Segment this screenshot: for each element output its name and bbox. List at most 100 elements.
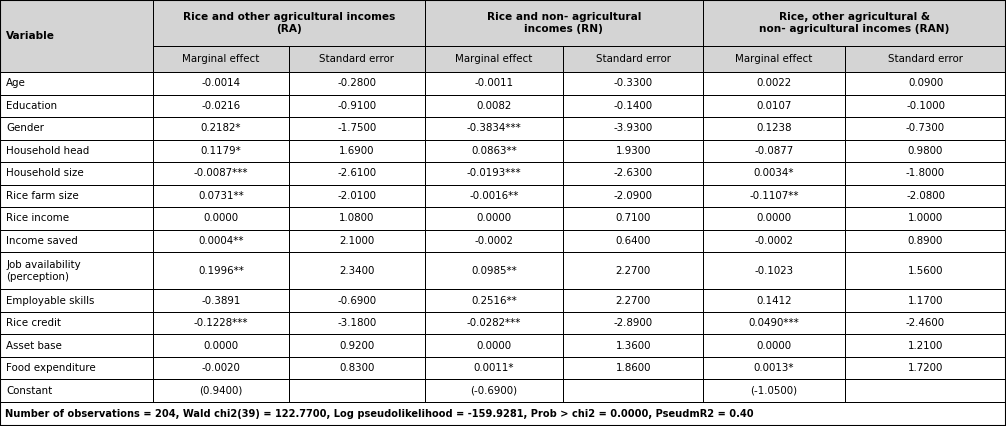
Text: -0.1400: -0.1400 [614, 101, 653, 111]
Bar [289, 185, 425, 207]
Bar [425, 289, 563, 312]
Text: Marginal effect: Marginal effect [735, 54, 813, 64]
Text: Constant: Constant [6, 386, 52, 396]
Bar [153, 0, 425, 46]
Text: Education: Education [6, 101, 57, 111]
Text: -2.6300: -2.6300 [614, 168, 653, 178]
Text: (-1.0500): (-1.0500) [750, 386, 798, 396]
Bar [425, 95, 563, 117]
Bar [153, 117, 289, 140]
Text: 2.2700: 2.2700 [616, 296, 651, 306]
Bar [563, 334, 703, 357]
Bar [845, 380, 1006, 402]
Text: Household size: Household size [6, 168, 83, 178]
Bar [703, 312, 845, 334]
Bar [0, 312, 1006, 334]
Text: -0.0011: -0.0011 [475, 78, 513, 89]
Bar [845, 117, 1006, 140]
Bar [845, 140, 1006, 162]
Text: 2.3400: 2.3400 [339, 266, 374, 276]
Bar [703, 207, 845, 230]
Text: -0.2800: -0.2800 [337, 78, 376, 89]
Text: 0.8900: 0.8900 [907, 236, 944, 246]
Bar [153, 185, 289, 207]
Bar [0, 0, 153, 72]
Text: -0.1000: -0.1000 [906, 101, 945, 111]
Bar [703, 0, 1006, 46]
Bar [425, 117, 563, 140]
Bar [0, 252, 1006, 289]
Text: Standard error: Standard error [319, 54, 394, 64]
Bar [0, 207, 1006, 230]
Text: 0.9200: 0.9200 [339, 341, 374, 351]
Bar [0, 357, 153, 380]
Text: Rice and non- agricultural
incomes (RN): Rice and non- agricultural incomes (RN) [487, 12, 641, 34]
Text: 1.9300: 1.9300 [616, 146, 651, 156]
Bar [289, 46, 425, 72]
Text: 0.1996**: 0.1996** [198, 266, 243, 276]
Bar [703, 185, 845, 207]
Text: 0.0011*: 0.0011* [474, 363, 514, 373]
Bar [153, 46, 289, 72]
Bar [0, 185, 1006, 207]
Text: Rice, other agricultural &
non- agricultural incomes (RAN): Rice, other agricultural & non- agricult… [760, 12, 950, 34]
Bar [703, 72, 845, 95]
Bar [425, 0, 703, 46]
Text: Food expenditure: Food expenditure [6, 363, 96, 373]
Text: 1.6900: 1.6900 [339, 146, 374, 156]
Text: 0.0034*: 0.0034* [753, 168, 795, 178]
Text: Marginal effect: Marginal effect [182, 54, 260, 64]
Text: 0.1412: 0.1412 [757, 296, 792, 306]
Bar [0, 185, 153, 207]
Text: 0.0000: 0.0000 [477, 341, 511, 351]
Text: 0.0000: 0.0000 [757, 341, 792, 351]
Bar [0, 140, 1006, 162]
Text: -0.1023: -0.1023 [754, 266, 794, 276]
Text: 1.1700: 1.1700 [907, 296, 944, 306]
Text: 1.5600: 1.5600 [907, 266, 944, 276]
Bar [289, 207, 425, 230]
Bar [703, 140, 845, 162]
Bar [425, 185, 563, 207]
Bar [153, 230, 289, 252]
Bar [289, 380, 425, 402]
Text: -2.4600: -2.4600 [906, 318, 945, 328]
Text: Employable skills: Employable skills [6, 296, 95, 306]
Bar [425, 46, 563, 72]
Text: -0.7300: -0.7300 [906, 124, 945, 133]
Bar [289, 117, 425, 140]
Text: -0.0282***: -0.0282*** [467, 318, 521, 328]
Text: -1.7500: -1.7500 [337, 124, 376, 133]
Text: Rice and other agricultural incomes
(RA): Rice and other agricultural incomes (RA) [183, 12, 394, 34]
Bar [425, 46, 563, 72]
Bar [563, 185, 703, 207]
Bar [153, 72, 289, 95]
Bar [153, 140, 289, 162]
Bar [845, 46, 1006, 72]
Text: 1.8600: 1.8600 [616, 363, 651, 373]
Bar [289, 162, 425, 185]
Bar [153, 380, 289, 402]
Bar [703, 357, 845, 380]
Text: 0.0107: 0.0107 [757, 101, 792, 111]
Text: 0.0082: 0.0082 [476, 101, 512, 111]
Bar [563, 230, 703, 252]
Text: -3.9300: -3.9300 [614, 124, 653, 133]
Text: 0.2516**: 0.2516** [471, 296, 517, 306]
Bar [845, 207, 1006, 230]
Bar [153, 357, 289, 380]
Bar [0, 0, 153, 72]
Text: Gender: Gender [6, 124, 44, 133]
Bar [0, 95, 1006, 117]
Bar [703, 334, 845, 357]
Bar [0, 117, 153, 140]
Text: -2.0800: -2.0800 [906, 191, 945, 201]
Bar [0, 252, 153, 289]
Bar [0, 230, 1006, 252]
Bar [289, 46, 425, 72]
Bar [703, 380, 845, 402]
Bar [703, 162, 845, 185]
Bar [0, 380, 1006, 402]
Bar [703, 230, 845, 252]
Text: 0.0000: 0.0000 [203, 341, 238, 351]
